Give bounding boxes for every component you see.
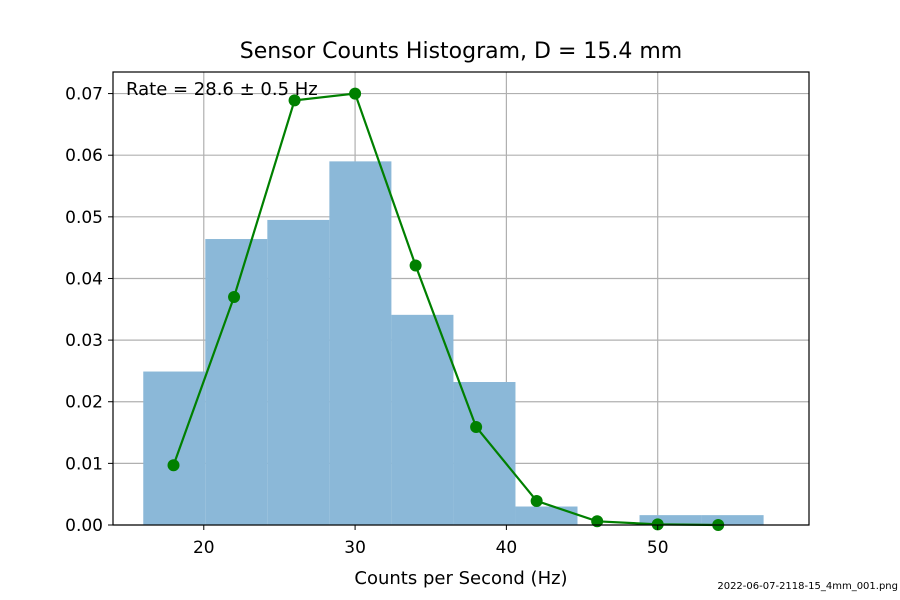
x-axis-label: Counts per Second (Hz) <box>354 568 567 589</box>
histogram-bar <box>453 382 516 525</box>
rate-annotation: Rate = 28.6 ± 0.5 Hz <box>126 79 318 100</box>
fit-series <box>167 87 725 531</box>
histogram-bar <box>639 515 702 525</box>
x-tick-label: 50 <box>647 538 669 558</box>
y-tick-label: 0.03 <box>65 331 103 351</box>
fit-point <box>167 459 180 472</box>
y-tick-label: 0.04 <box>65 269 103 289</box>
footer-filename: 2022-06-07-2118-15_4mm_001.png <box>717 581 898 592</box>
y-tick-label: 0.00 <box>65 516 103 536</box>
plot-frame <box>112 71 810 526</box>
fit-point <box>591 515 604 528</box>
y-tick-label: 0.07 <box>65 85 103 105</box>
histogram-bar <box>205 239 268 526</box>
y-tick-label: 0.01 <box>65 454 103 474</box>
fit-point <box>409 259 422 272</box>
histogram-bar <box>391 314 454 525</box>
fit-point <box>288 94 301 107</box>
histogram-bar <box>267 219 330 525</box>
fit-point <box>349 87 362 100</box>
axis-ticks: 20 30 40 50 0.00 0.01 0.02 0.03 0.04 0.05 0.06 0.07 <box>65 85 668 558</box>
histogram-bar <box>329 161 392 525</box>
histogram-bar <box>515 506 578 525</box>
histogram-bar <box>143 371 206 525</box>
y-tick-label: 0.06 <box>65 146 103 166</box>
fit-line <box>172 92 719 527</box>
fit-point <box>470 421 483 434</box>
y-tick-label: 0.02 <box>65 393 103 413</box>
fit-point <box>228 290 241 303</box>
fit-point <box>651 518 664 531</box>
x-tick-label: 30 <box>344 538 366 558</box>
y-tick-label: 0.05 <box>65 208 103 228</box>
histogram-bars <box>143 161 764 526</box>
fit-point <box>530 494 543 507</box>
chart-title: Sensor Counts Histogram, D = 15.4 mm <box>240 39 683 64</box>
x-tick-label: 40 <box>496 538 518 558</box>
x-tick-label: 20 <box>193 538 215 558</box>
histogram-bar <box>701 515 764 525</box>
